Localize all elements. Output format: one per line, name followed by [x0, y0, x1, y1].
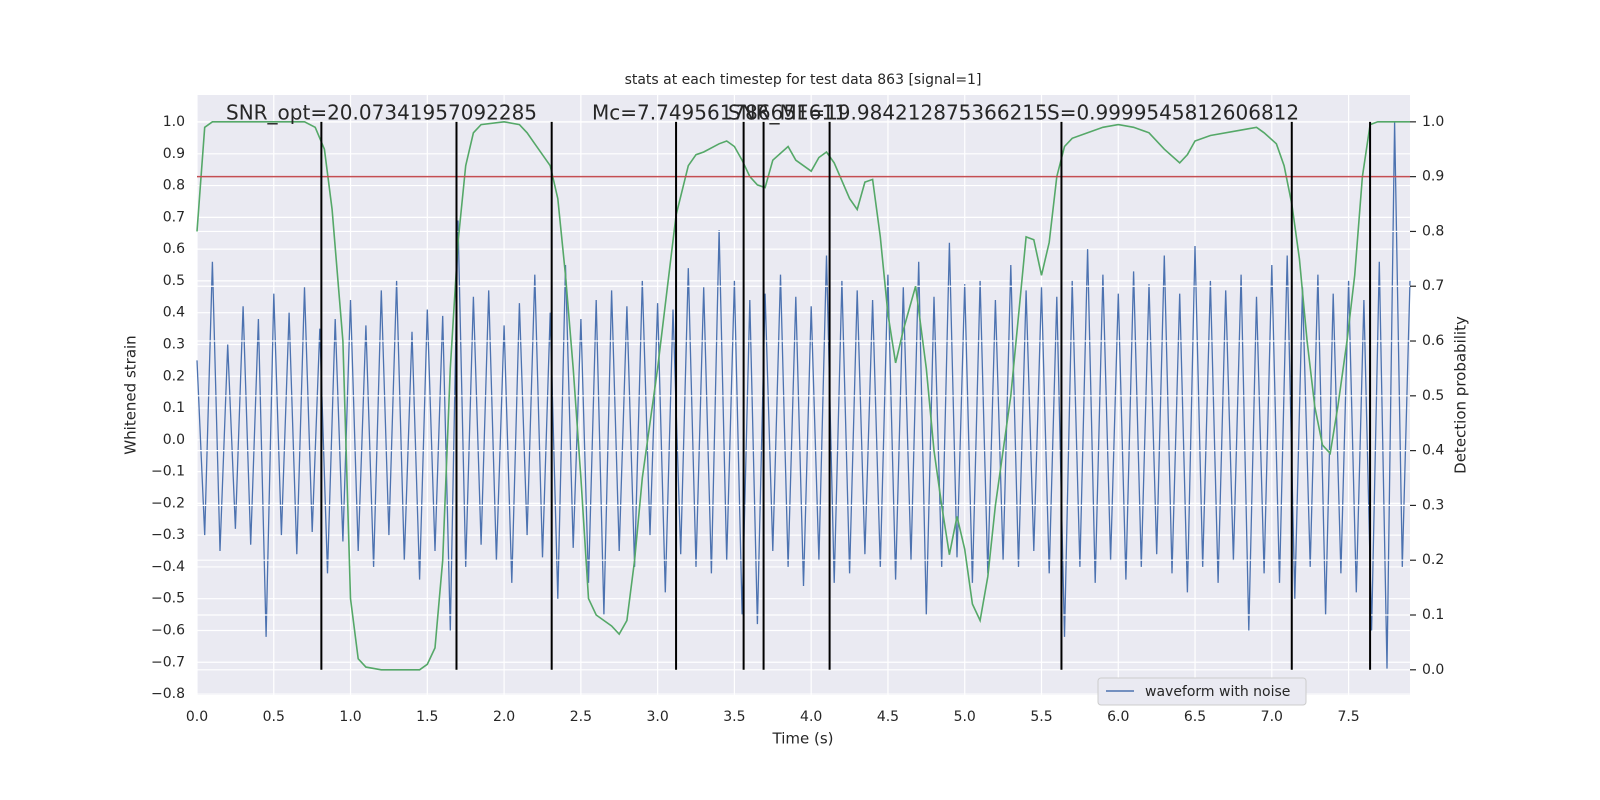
legend-label: waveform with noise: [1145, 684, 1290, 700]
y2-axis-label: Detection probability: [1452, 316, 1470, 474]
y2-tick-label: 0.8: [1422, 223, 1444, 239]
y-tick-label: 0.4: [163, 305, 185, 321]
y-tick-label: −0.5: [151, 591, 185, 607]
x-tick-label: 3.5: [723, 709, 745, 725]
y-tick-label: 0.8: [163, 178, 185, 194]
x-tick-label: 6.5: [1184, 709, 1206, 725]
y-tick-label: −0.8: [151, 686, 185, 702]
y-tick-label: 1.0: [163, 114, 185, 130]
y-tick-label: 0.7: [163, 209, 185, 225]
y-tick-label: 0.1: [163, 400, 185, 416]
x-tick-label: 3.0: [647, 709, 669, 725]
y2-tick-label: 0.5: [1422, 388, 1444, 404]
annotation: Mc=7.749561786651611: [592, 101, 847, 125]
annotation: SNR_opt=20.07341957092285: [226, 101, 537, 125]
x-tick-label: 5.5: [1030, 709, 1052, 725]
legend: waveform with noise: [1097, 677, 1307, 706]
y2-tick-label: 0.1: [1422, 607, 1444, 623]
y2-tick-label: 0.7: [1422, 278, 1444, 294]
x-tick-label: 1.5: [416, 709, 438, 725]
y-tick-label: −0.2: [151, 495, 185, 511]
y-tick-label: 0.6: [163, 241, 185, 257]
y2-tick-label: 0.6: [1422, 333, 1444, 349]
chart-title: stats at each timestep for test data 863…: [625, 72, 982, 88]
x-tick-label: 2.0: [493, 709, 515, 725]
y-tick-label: −0.3: [151, 527, 185, 543]
y-tick-label: −0.4: [151, 559, 185, 575]
legend-box: [1097, 677, 1307, 706]
x-tick-label: 4.5: [877, 709, 899, 725]
y-tick-label: 0.2: [163, 368, 185, 384]
y2-tick-label: 0.2: [1422, 552, 1444, 568]
y2-tick-label: 0.4: [1422, 443, 1444, 459]
x-tick-label: 1.0: [339, 709, 361, 725]
x-tick-label: 2.5: [570, 709, 592, 725]
y-tick-label: −0.7: [151, 654, 185, 670]
y-tick-label: −0.1: [151, 464, 185, 480]
y2-tick-label: 0.0: [1422, 662, 1444, 678]
x-tick-label: 0.5: [263, 709, 285, 725]
y-tick-label: −0.6: [151, 622, 185, 638]
y-tick-label: 0.9: [163, 146, 185, 162]
x-axis-label: Time (s): [772, 730, 834, 748]
y-tick-label: 0.5: [163, 273, 185, 289]
series-line: [196, 121, 1411, 669]
y-tick-label: 0.3: [163, 336, 185, 352]
y2-tick-label: 0.9: [1422, 169, 1444, 185]
series-line: [196, 120, 1410, 671]
annotation: SNR_MF=19.984212875366215: [728, 101, 1048, 125]
x-tick-label: 7.0: [1261, 709, 1283, 725]
x-tick-label: 0.0: [186, 709, 208, 725]
x-tick-label: 4.0: [800, 709, 822, 725]
y-tick-label: 0.0: [163, 432, 185, 448]
y2-tick-label: 1.0: [1422, 114, 1444, 130]
x-tick-label: 5.0: [954, 709, 976, 725]
x-tick-label: 7.5: [1337, 709, 1359, 725]
y-axis-label: Whitened strain: [122, 335, 140, 454]
y2-tick-label: 0.3: [1422, 497, 1444, 513]
annotation: S=0.9999545812606812: [1047, 101, 1299, 125]
x-tick-label: 6.0: [1107, 709, 1129, 725]
